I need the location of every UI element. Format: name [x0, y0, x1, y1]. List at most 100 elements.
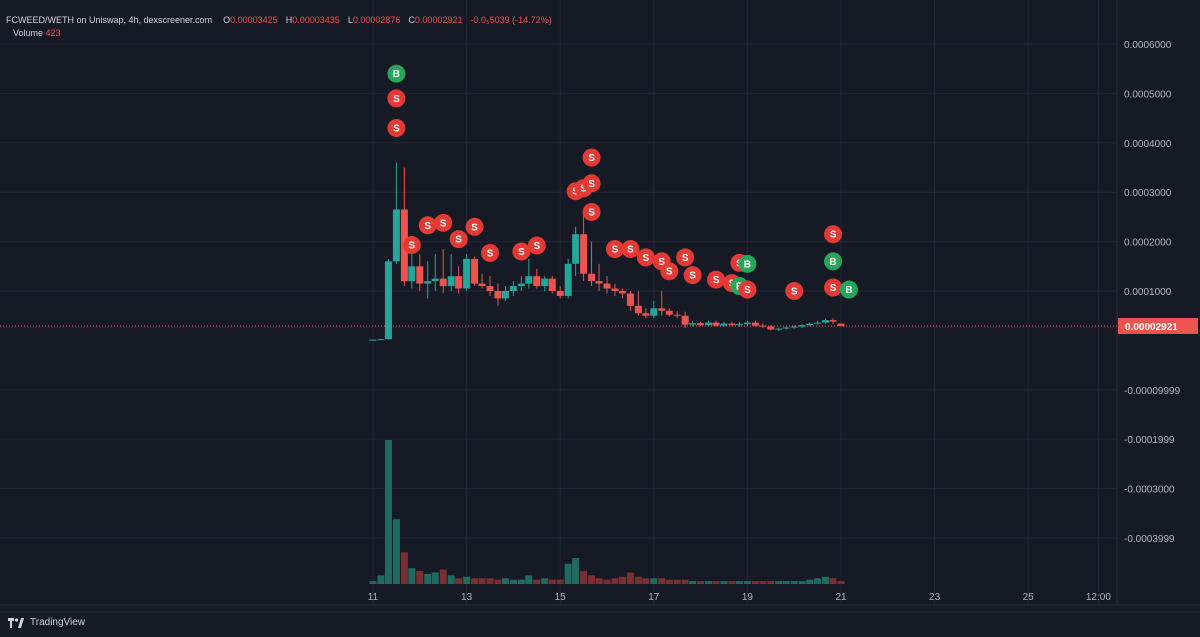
- volume-bar: [837, 581, 845, 584]
- candle-body: [822, 320, 830, 323]
- sell-marker[interactable]: [824, 225, 843, 244]
- tradingview-attribution[interactable]: TradingView: [8, 617, 85, 628]
- x-tick-label: 25: [1023, 592, 1035, 603]
- marker-label: S: [830, 283, 837, 294]
- sell-marker[interactable]: [418, 216, 437, 235]
- sell-marker[interactable]: [481, 243, 499, 262]
- volume-bar: [650, 578, 658, 584]
- sell-marker[interactable]: [387, 89, 406, 108]
- marker-label: S: [830, 230, 837, 241]
- candle-body: [775, 328, 783, 330]
- marker-label: S: [713, 275, 720, 286]
- volume-bar: [564, 563, 572, 584]
- sell-marker[interactable]: [449, 230, 468, 249]
- sell-marker[interactable]: [707, 270, 726, 289]
- candle-body: [416, 266, 424, 284]
- sell-marker[interactable]: [676, 248, 695, 267]
- candle-body: [634, 305, 642, 314]
- sell-marker[interactable]: [434, 213, 453, 232]
- buy-marker[interactable]: [738, 254, 757, 273]
- close-value: 0.00002921: [414, 15, 463, 25]
- marker-label: S: [393, 123, 400, 134]
- candle-body: [767, 326, 775, 330]
- candle-body: [806, 323, 814, 326]
- volume-bar: [689, 581, 697, 584]
- candle-body: [673, 314, 681, 316]
- candle-body: [384, 261, 392, 340]
- volume-bar: [494, 579, 502, 584]
- volume-bar: [588, 575, 596, 584]
- sell-marker[interactable]: [605, 240, 624, 259]
- sell-marker[interactable]: [527, 236, 546, 255]
- volume-bar: [626, 572, 634, 584]
- candle-body: [595, 281, 603, 284]
- last-price-label: 0.00002921: [1125, 322, 1178, 333]
- sell-marker[interactable]: [582, 202, 601, 221]
- volume-bar: [642, 578, 650, 584]
- marker-label: S: [682, 253, 689, 264]
- x-tick-label: 15: [555, 592, 567, 603]
- sell-marker[interactable]: [683, 266, 702, 285]
- volume-bar: [455, 578, 463, 584]
- candle-body: [712, 322, 720, 326]
- volume-bar: [416, 571, 424, 584]
- marker-label: S: [612, 245, 619, 256]
- candle-body: [471, 258, 479, 284]
- volume-bar: [400, 552, 408, 584]
- candle-body: [658, 308, 666, 311]
- candle-body: [814, 322, 822, 324]
- sell-marker[interactable]: [636, 248, 655, 267]
- candle-body: [455, 276, 463, 289]
- sell-marker[interactable]: [582, 174, 601, 193]
- volume-bar: [735, 581, 743, 584]
- buy-marker[interactable]: [839, 280, 858, 299]
- volume-bar: [548, 579, 556, 584]
- marker-label: B: [829, 257, 836, 268]
- volume-bar: [751, 581, 759, 584]
- volume-bar: [408, 568, 416, 584]
- tradingview-brand: TradingView: [30, 617, 86, 628]
- volume-bar: [673, 579, 681, 584]
- buy-marker[interactable]: [824, 252, 843, 271]
- sell-marker[interactable]: [621, 240, 640, 259]
- volume-bar: [798, 581, 806, 584]
- sell-marker[interactable]: [465, 217, 484, 236]
- marker-label: S: [533, 241, 540, 252]
- volume-bar: [728, 581, 736, 584]
- y-tick-label: -0.0003000: [1124, 485, 1175, 496]
- candle-body: [463, 258, 471, 289]
- candle-body: [751, 322, 759, 326]
- volume-bar: [447, 575, 455, 584]
- marker-label: S: [588, 153, 595, 164]
- volume-bar: [392, 519, 400, 584]
- candle-body: [829, 320, 837, 322]
- volume-bar: [580, 571, 588, 584]
- low-label: L: [347, 15, 353, 25]
- volume-bar: [471, 578, 479, 584]
- volume-bar: [806, 579, 814, 584]
- volume-bar: [369, 581, 377, 584]
- candle-body: [486, 286, 494, 291]
- sell-marker[interactable]: [785, 282, 804, 300]
- sell-marker[interactable]: [824, 278, 843, 297]
- sell-marker[interactable]: [387, 118, 406, 137]
- candle-body: [541, 278, 549, 287]
- sell-marker[interactable]: [738, 280, 757, 299]
- sell-marker[interactable]: [402, 236, 421, 255]
- marker-label: S: [658, 257, 665, 268]
- sell-marker[interactable]: [582, 148, 601, 167]
- marker-label: S: [393, 94, 400, 105]
- candle-body: [588, 273, 596, 282]
- candle-body: [642, 313, 650, 316]
- marker-label: S: [455, 235, 462, 246]
- candle-body: [408, 266, 416, 282]
- buy-marker[interactable]: [387, 64, 406, 83]
- volume-bar: [595, 578, 603, 584]
- candle-body: [517, 283, 525, 287]
- high-label: H: [285, 15, 293, 25]
- sell-marker[interactable]: [660, 262, 679, 281]
- marker-label: S: [440, 218, 447, 229]
- sell-marker[interactable]: [512, 242, 531, 261]
